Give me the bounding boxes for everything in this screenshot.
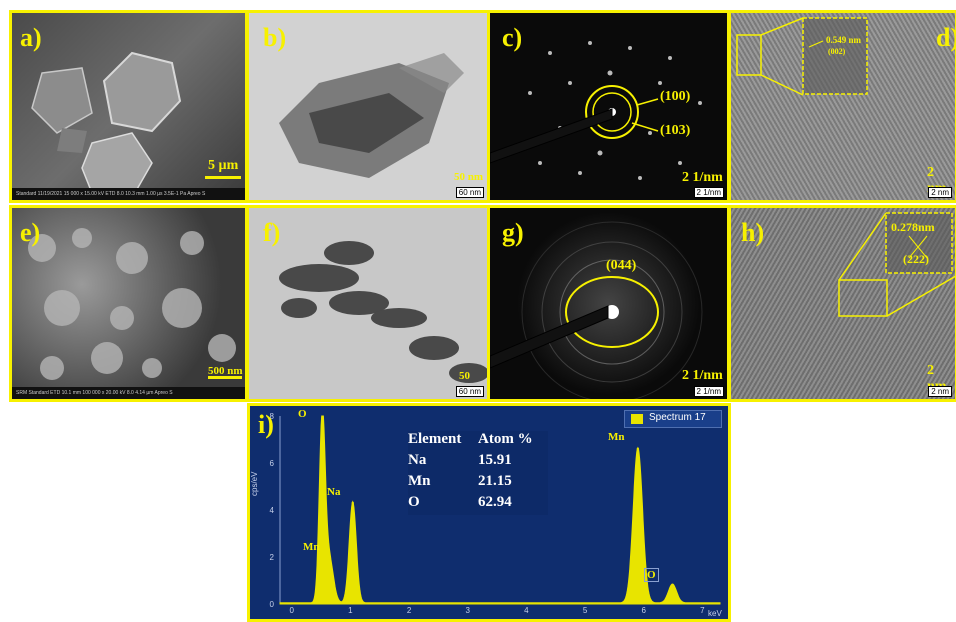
- panel-label: i): [258, 410, 274, 439]
- diffraction-ring-outer: [585, 85, 639, 139]
- scale-box: 2 nm: [928, 386, 952, 397]
- peak-point-mn: [636, 447, 640, 451]
- x-tick-label: 7: [700, 606, 705, 615]
- eds-spectrum-chart: 0 1 2 3 4 5 6 7 0 2 4 6 8: [270, 412, 721, 615]
- table-row: Na 15.91: [408, 452, 548, 473]
- table-row: O 62.94: [408, 494, 548, 515]
- y-tick-label: 2: [270, 553, 275, 562]
- y-tick-label: 6: [270, 459, 275, 468]
- table-cell-value: 21.15: [478, 473, 512, 489]
- composition-table: Element Atom % Na 15.91 Mn 21.15 O 62.94: [408, 431, 548, 515]
- scale-box: 2 1/nm: [693, 386, 724, 397]
- scale-box: 60 nm: [455, 187, 484, 198]
- panel-e-sem: e) 500 nm SRM Standard ETD 10.1 mm 100 0…: [9, 205, 248, 402]
- panel-a-sem: a) 5 µm Standard 11/19/2021 15 000 x 15.…: [9, 10, 248, 203]
- legend: Spectrum 17: [624, 410, 722, 428]
- scale-box: 60 nm: [455, 386, 484, 397]
- y-tick-label: 0: [270, 600, 275, 609]
- peak-label-na: Na: [327, 486, 341, 498]
- x-tick-label: 4: [524, 606, 529, 615]
- panel-label: b): [263, 23, 287, 52]
- x-tick-label: 6: [642, 606, 647, 615]
- panel-label: c): [502, 23, 523, 52]
- scale-label: 5 µm: [208, 158, 239, 173]
- sem-particles-image: [28, 228, 236, 380]
- sem-crystals-image: [31, 51, 182, 199]
- x-tick-label: 0: [290, 606, 295, 615]
- diffraction-ring-inner: [592, 92, 632, 132]
- table-row: Mn 21.15: [408, 473, 548, 494]
- d-spacing-label: 0.278nm: [891, 220, 935, 234]
- scale-box: 2 1/nm: [693, 187, 724, 198]
- hrtem-lattice-image: [736, 17, 868, 96]
- table-cell-value: 15.91: [478, 452, 512, 468]
- scale-label: 2 1/nm: [682, 170, 723, 185]
- hrtem-lattice-image: [838, 212, 955, 317]
- peak-point-o: [671, 584, 674, 587]
- panel-label: e): [20, 218, 41, 247]
- saed-pattern-image: [490, 41, 702, 180]
- scale-label: 2 1/nm: [682, 368, 723, 383]
- table-header-atom: Atom %: [478, 431, 533, 447]
- panel-g-saed: g) (044) 2 1/nm 2 1/nm: [487, 205, 730, 402]
- d-spacing-label: 0.549 nm: [826, 35, 862, 45]
- tem-flake-image: [279, 53, 464, 178]
- y-tick-label: 4: [270, 506, 275, 515]
- x-tick-label: 1: [348, 606, 353, 615]
- peak-label-o: O: [298, 408, 307, 420]
- peak-point-o: [321, 417, 324, 420]
- hkl-label: (002): [828, 47, 846, 56]
- peak-label-mn: Mn: [303, 541, 320, 553]
- y-tick-label: 8: [270, 412, 275, 421]
- table-cell-element: Na: [408, 452, 427, 468]
- panel-f-tem: f) 50 nm 60 nm: [246, 205, 490, 402]
- x-tick-label: 3: [466, 606, 471, 615]
- saed-rings-image: [490, 221, 703, 399]
- panel-label: f): [263, 218, 281, 247]
- scale-bar: [205, 176, 241, 179]
- peak-point-mn: [328, 558, 331, 561]
- panel-b-tem: b) 50 nm 60 nm: [246, 10, 490, 203]
- table-cell-element: O: [408, 494, 420, 510]
- table-cell-element: Mn: [408, 473, 431, 489]
- panel-label: g): [502, 218, 524, 247]
- sem-info-bar: SRM Standard ETD 10.1 mm 100 000 x 20.00…: [12, 387, 245, 399]
- scale-label: 500 nm: [208, 365, 243, 377]
- scale-bar: [208, 376, 242, 379]
- peak-point-na: [351, 501, 354, 505]
- x-tick-label: 5: [583, 606, 588, 615]
- ring-label-100: (100): [660, 89, 691, 104]
- y-axis-label: cps/eV: [250, 471, 259, 496]
- panel-label: a): [20, 23, 42, 52]
- hkl-label: (222): [903, 252, 929, 266]
- sem-info-bar: Standard 11/19/2021 15 000 x 15.00 kV ET…: [12, 188, 245, 200]
- panel-label: h): [741, 218, 765, 247]
- table-cell-value: 62.94: [478, 494, 512, 510]
- table-header-element: Element: [408, 431, 462, 447]
- panel-c-saed: c) (100) (103) 2 1/nm 2 1/nm: [487, 10, 730, 203]
- panel-h-hrtem: h) 0.278nm (222) 2 nm 2 nm: [728, 205, 956, 402]
- scale-label: 50 nm: [454, 171, 484, 183]
- legend-swatch: [631, 414, 643, 424]
- tem-aggregate-image: [279, 241, 487, 383]
- peak-label-o-2: O: [644, 568, 659, 582]
- ring-label-044: (044): [606, 258, 637, 273]
- scale-box: 2 nm: [928, 187, 952, 198]
- panel-d-hrtem: 0.549 nm (002) d) 2 nm 2 nm: [728, 10, 956, 203]
- ring-label-103: (103): [660, 123, 691, 138]
- legend-label: Spectrum 17: [649, 412, 706, 423]
- peak-label-mn-k: Mn: [608, 431, 625, 443]
- x-tick-label: 2: [407, 606, 412, 615]
- diffraction-ring: [565, 276, 659, 348]
- panel-label: d): [936, 23, 955, 52]
- table-header: Element Atom %: [408, 431, 548, 452]
- x-axis-label: keV: [708, 609, 722, 618]
